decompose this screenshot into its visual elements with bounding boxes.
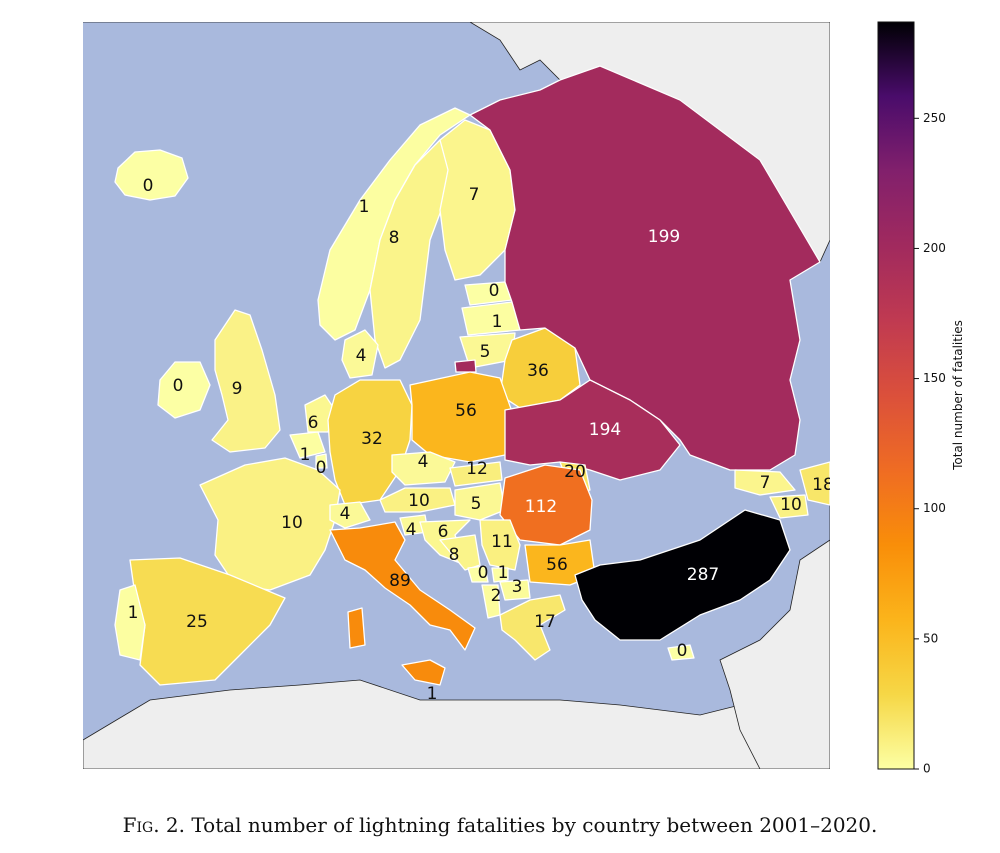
country-bosnia bbox=[439, 534, 481, 571]
country-kaliningrad bbox=[454, 359, 477, 373]
country-value-label: 25 bbox=[186, 612, 208, 632]
country-georgia bbox=[734, 469, 796, 496]
figure-caption-text: Total number of lightning fatalities by … bbox=[191, 813, 878, 837]
country-luxembourg bbox=[315, 453, 328, 469]
country-value-label: 1 bbox=[427, 684, 438, 704]
country-value-label: 6 bbox=[308, 413, 319, 433]
country-value-label: 32 bbox=[361, 429, 383, 449]
country-sardinia bbox=[347, 607, 366, 649]
country-value-label: 194 bbox=[589, 420, 621, 440]
country-value-label: 0 bbox=[143, 176, 154, 196]
country-norway bbox=[317, 107, 471, 341]
country-ukraine bbox=[504, 379, 681, 481]
country-hungary bbox=[454, 482, 506, 521]
country-value-label: 6 bbox=[438, 522, 449, 542]
colorbar-tick-label: 150 bbox=[923, 371, 946, 385]
country-value-label: 0 bbox=[489, 281, 500, 301]
country-value-label: 5 bbox=[480, 342, 491, 362]
country-germany bbox=[327, 379, 413, 506]
country-value-label: 1 bbox=[128, 603, 139, 623]
country-value-label: 9 bbox=[232, 379, 243, 399]
figure-caption-prefix: Fig. 2. bbox=[122, 813, 185, 837]
country-value-label: 112 bbox=[525, 497, 557, 517]
country-switzerland bbox=[329, 501, 371, 529]
country-greece bbox=[499, 594, 566, 661]
country-finland bbox=[439, 119, 516, 281]
country-denmark bbox=[341, 329, 379, 379]
country-north-macedonia bbox=[499, 579, 531, 601]
country-serbia bbox=[479, 519, 521, 571]
colorbar-tick-label: 100 bbox=[923, 501, 946, 515]
colorbar-label: Total number of fatalities bbox=[951, 320, 965, 471]
country-france bbox=[199, 457, 341, 591]
country-value-label: 17 bbox=[534, 612, 556, 632]
country-value-label: 5 bbox=[471, 494, 482, 514]
country-italy bbox=[329, 521, 476, 651]
country-value-label: 11 bbox=[491, 532, 513, 552]
country-value-label: 8 bbox=[449, 545, 460, 565]
country-united-kingdom bbox=[211, 309, 281, 453]
country-value-label: 0 bbox=[677, 641, 688, 661]
colorbar-gradient bbox=[877, 21, 915, 770]
country-value-label: 12 bbox=[466, 459, 488, 479]
country-value-label: 199 bbox=[648, 227, 680, 247]
country-turkey bbox=[574, 509, 791, 641]
colorbar-tick-label: 250 bbox=[923, 111, 946, 125]
country-value-label: 89 bbox=[389, 571, 411, 591]
country-value-label: 36 bbox=[527, 361, 549, 381]
country-belgium bbox=[289, 431, 326, 459]
country-value-label: 1 bbox=[492, 312, 503, 332]
country-iceland bbox=[114, 149, 189, 201]
country-value-label: 287 bbox=[687, 565, 719, 585]
country-value-label: 4 bbox=[356, 346, 367, 366]
country-azerbaijan bbox=[799, 461, 830, 506]
country-sweden bbox=[369, 139, 456, 369]
country-value-label: 4 bbox=[406, 520, 417, 540]
country-value-label: 56 bbox=[455, 401, 477, 421]
country-value-label: 4 bbox=[340, 504, 351, 524]
country-value-label: 10 bbox=[780, 495, 802, 515]
country-value-label: 56 bbox=[546, 555, 568, 575]
colorbar-tick-label: 50 bbox=[923, 631, 938, 645]
country-value-label: 8 bbox=[389, 228, 400, 248]
country-value-label: 10 bbox=[281, 513, 303, 533]
country-value-label: 2 bbox=[491, 586, 502, 606]
country-value-label: 1 bbox=[359, 197, 370, 217]
country-value-label: 0 bbox=[173, 376, 184, 396]
country-portugal bbox=[114, 584, 146, 661]
figure-caption: Fig. 2. Total number of lightning fatali… bbox=[0, 813, 1000, 837]
country-montenegro bbox=[467, 565, 489, 583]
country-value-label: 7 bbox=[469, 185, 480, 205]
country-value-label: 1 bbox=[498, 563, 509, 583]
country-value-label: 4 bbox=[418, 452, 429, 472]
country-russia bbox=[469, 65, 821, 471]
country-cyprus bbox=[667, 644, 695, 661]
country-ireland bbox=[157, 361, 211, 419]
colorbar-ticks: 0 50 100 150 200 250 bbox=[914, 111, 946, 776]
country-kosovo bbox=[491, 567, 509, 583]
outside-land-east bbox=[719, 470, 830, 769]
country-value-label: 18 bbox=[812, 475, 834, 495]
colorbar-tick-label: 0 bbox=[923, 762, 931, 776]
colorbar: 0 50 100 150 200 250 Total number of fataliti… bbox=[877, 21, 965, 776]
country-value-label: 3 bbox=[512, 577, 523, 597]
country-value-label: 7 bbox=[760, 473, 771, 493]
country-value-label: 1 bbox=[300, 445, 311, 465]
country-value-label: 0 bbox=[478, 563, 489, 583]
country-value-label: 20 bbox=[564, 462, 586, 482]
country-poland bbox=[409, 371, 516, 463]
country-czechia bbox=[391, 451, 456, 486]
country-sicily bbox=[401, 659, 446, 686]
country-slovakia bbox=[449, 461, 503, 487]
country-value-label: 10 bbox=[408, 491, 430, 511]
country-value-label: 0 bbox=[316, 458, 327, 478]
colorbar-tick-label: 200 bbox=[923, 241, 946, 255]
country-armenia bbox=[769, 494, 809, 519]
